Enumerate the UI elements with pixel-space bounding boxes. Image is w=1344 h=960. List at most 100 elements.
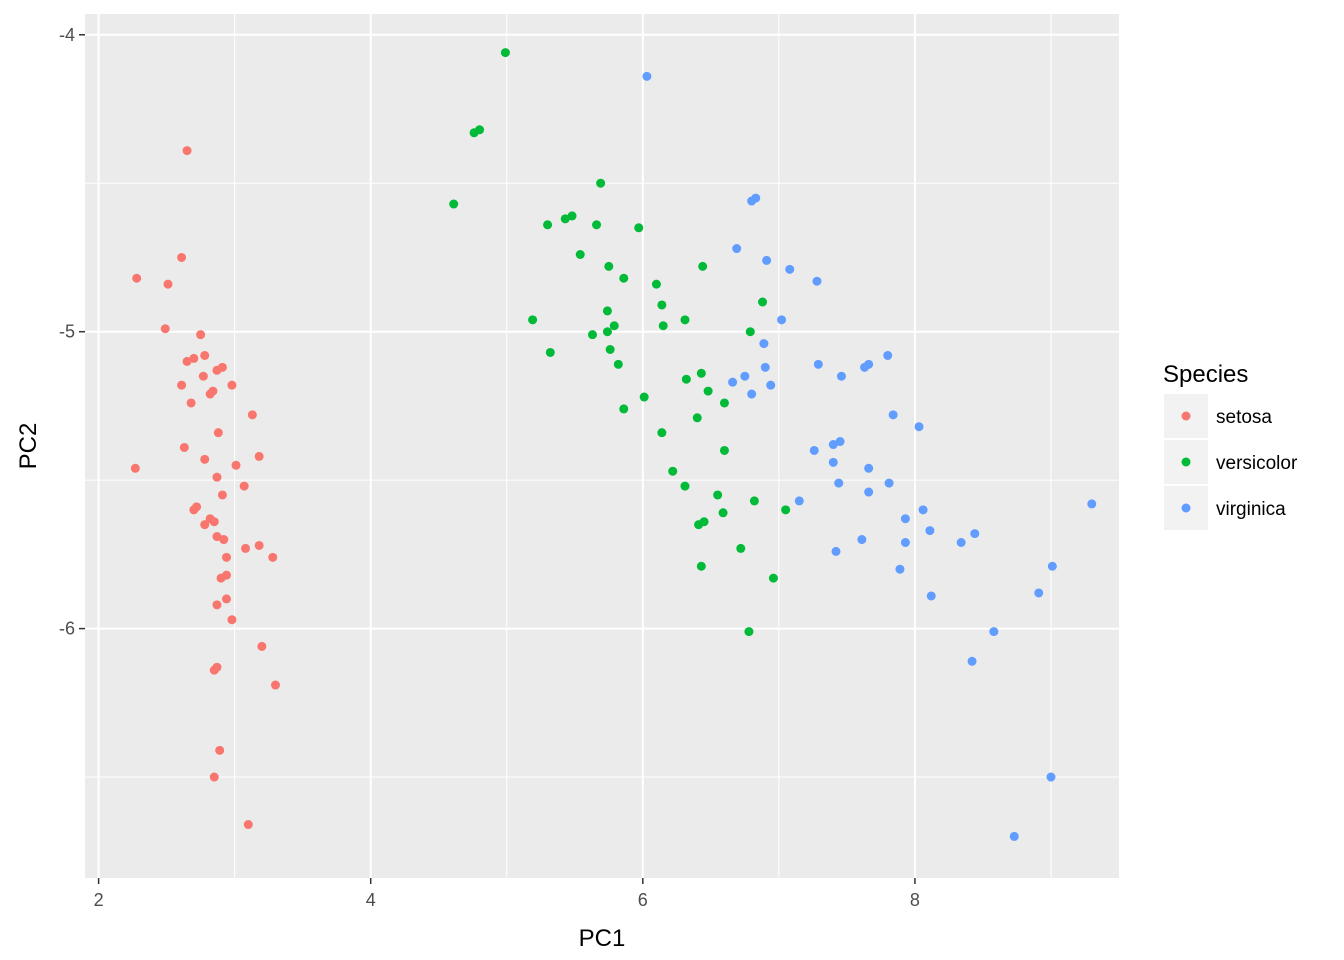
data-point-virginica <box>900 514 910 524</box>
data-point-versicolor <box>736 543 746 553</box>
legend-marker-virginica <box>1181 503 1191 513</box>
data-point-versicolor <box>680 315 690 325</box>
data-point-versicolor <box>604 261 614 271</box>
data-point-virginica <box>760 362 770 372</box>
data-point-setosa <box>200 520 210 530</box>
data-point-virginica <box>1047 561 1057 571</box>
data-point-setosa <box>213 428 223 438</box>
legend-title: Species <box>1163 361 1248 388</box>
y-axis-title: PC2 <box>15 423 42 470</box>
data-point-versicolor <box>719 398 729 408</box>
data-point-versicolor <box>639 392 649 402</box>
data-point-virginica <box>967 656 977 666</box>
x-tick-label: 6 <box>638 890 648 910</box>
data-point-virginica <box>914 422 924 432</box>
y-tick-label: -4 <box>59 25 75 45</box>
data-point-virginica <box>812 276 822 286</box>
data-point-versicolor <box>713 490 723 500</box>
legend: Species setosa versicolor virginica <box>1163 361 1298 530</box>
data-point-setosa <box>270 680 280 690</box>
legend-marker-versicolor <box>1181 457 1191 467</box>
data-point-setosa <box>215 745 225 755</box>
data-point-versicolor <box>657 300 667 310</box>
data-point-virginica <box>834 478 844 488</box>
data-point-virginica <box>809 445 819 455</box>
data-point-versicolor <box>545 347 555 357</box>
data-point-versicolor <box>613 359 623 369</box>
data-point-setosa <box>177 380 187 390</box>
data-point-versicolor <box>696 561 706 571</box>
data-point-versicolor <box>567 211 577 221</box>
data-point-setosa <box>132 273 142 283</box>
x-axis-ticks: 2 4 6 8 <box>94 878 920 910</box>
data-point-versicolor <box>703 386 713 396</box>
data-point-setosa <box>189 505 199 515</box>
y-axis-ticks: -6 -5 -4 <box>59 25 85 639</box>
x-axis-title: PC1 <box>579 925 626 952</box>
data-point-virginica <box>884 478 894 488</box>
data-point-setosa <box>212 600 222 610</box>
data-point-setosa <box>182 356 192 366</box>
data-point-setosa <box>200 454 210 464</box>
data-point-versicolor <box>781 505 791 515</box>
data-point-setosa <box>205 389 215 399</box>
data-point-virginica <box>747 389 757 399</box>
data-point-versicolor <box>634 223 644 233</box>
data-point-virginica <box>728 377 738 387</box>
x-tick-label: 4 <box>366 890 376 910</box>
data-point-versicolor <box>680 481 690 491</box>
data-point-setosa <box>177 252 187 262</box>
data-point-setosa <box>217 362 227 372</box>
x-tick-label: 8 <box>910 890 920 910</box>
data-point-virginica <box>956 537 966 547</box>
data-point-setosa <box>212 532 222 542</box>
data-point-virginica <box>1009 831 1019 841</box>
data-point-versicolor <box>596 178 606 188</box>
data-point-setosa <box>239 481 249 491</box>
data-point-versicolor <box>768 573 778 583</box>
legend-marker-setosa <box>1181 411 1191 421</box>
data-point-virginica <box>642 71 652 81</box>
grid-major <box>85 14 1119 878</box>
data-point-setosa <box>160 324 170 334</box>
data-point-virginica <box>828 440 838 450</box>
data-point-versicolor <box>651 279 661 289</box>
data-point-virginica <box>895 564 905 574</box>
data-point-setosa <box>179 442 189 452</box>
x-tick-label: 2 <box>94 890 104 910</box>
data-point-versicolor <box>609 321 619 331</box>
data-point-virginica <box>785 264 795 274</box>
data-point-versicolor <box>657 428 667 438</box>
data-point-virginica <box>740 371 750 381</box>
data-point-setosa <box>268 552 278 562</box>
data-point-versicolor <box>692 413 702 423</box>
data-point-virginica <box>836 371 846 381</box>
data-point-versicolor <box>619 404 629 414</box>
data-point-virginica <box>857 535 867 545</box>
data-point-virginica <box>860 362 870 372</box>
data-point-versicolor <box>696 368 706 378</box>
data-point-virginica <box>1034 588 1044 598</box>
data-point-setosa <box>209 772 219 782</box>
data-point-virginica <box>926 591 936 601</box>
data-point-versicolor <box>744 627 754 637</box>
data-point-virginica <box>925 526 935 536</box>
data-point-setosa <box>254 540 264 550</box>
y-tick-label: -6 <box>59 619 75 639</box>
data-point-versicolor <box>758 297 768 307</box>
data-point-virginica <box>762 255 772 265</box>
data-point-virginica <box>777 315 787 325</box>
data-point-versicolor <box>719 445 729 455</box>
data-point-versicolor <box>469 128 479 138</box>
data-point-virginica <box>918 505 928 515</box>
data-point-virginica <box>864 487 874 497</box>
legend-label-virginica: virginica <box>1216 499 1286 520</box>
data-point-virginica <box>900 537 910 547</box>
data-point-virginica <box>766 380 776 390</box>
data-point-versicolor <box>681 374 691 384</box>
data-point-setosa <box>216 573 226 583</box>
data-point-setosa <box>200 350 210 360</box>
data-point-virginica <box>1087 499 1097 509</box>
data-point-setosa <box>212 472 222 482</box>
data-point-setosa <box>198 371 208 381</box>
